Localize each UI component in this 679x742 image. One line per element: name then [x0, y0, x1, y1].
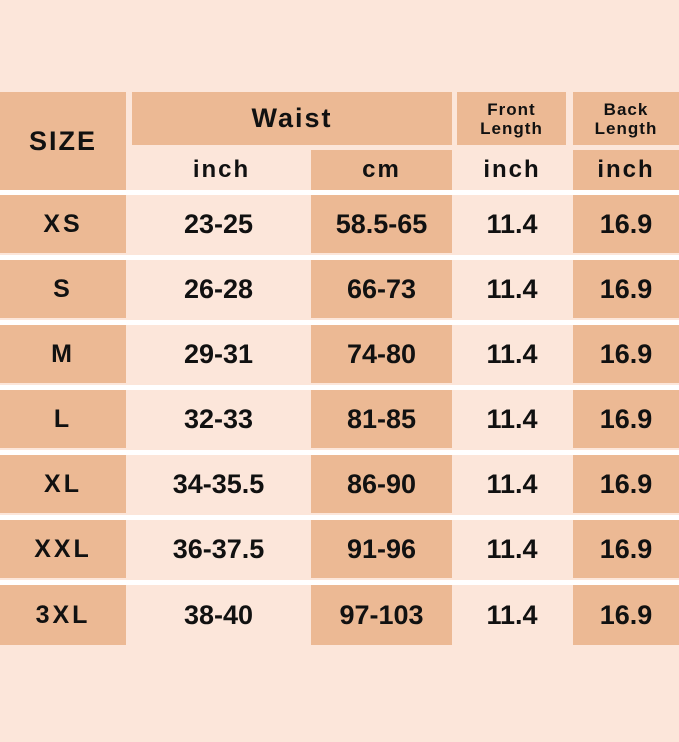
cell-front: 11.4 [452, 260, 572, 318]
cell-size: L [0, 390, 126, 448]
cell-size: 3XL [0, 585, 126, 645]
cell-front: 11.4 [452, 520, 572, 578]
cell-cm: 97-103 [311, 585, 452, 645]
cell-inch: 29-31 [126, 325, 311, 383]
header-front-unit: inch [452, 150, 572, 190]
cell-size: M [0, 325, 126, 383]
cell-back: 16.9 [573, 195, 679, 253]
header-waist-inch: inch [132, 150, 311, 190]
row-divider [0, 255, 679, 260]
row-divider [0, 450, 679, 455]
header-waist-cm: cm [311, 150, 452, 190]
row-divider [0, 580, 679, 585]
cell-back: 16.9 [573, 520, 679, 578]
header-size: SIZE [0, 92, 126, 190]
cell-back: 16.9 [573, 260, 679, 318]
cell-size: XL [0, 455, 126, 513]
row-divider [0, 515, 679, 520]
header-waist: Waist [132, 92, 452, 145]
cell-front: 11.4 [452, 195, 572, 253]
cell-inch: 34-35.5 [126, 455, 311, 513]
cell-front: 11.4 [452, 390, 572, 448]
cell-size: S [0, 260, 126, 318]
cell-inch: 38-40 [126, 585, 311, 645]
cell-cm: 58.5-65 [311, 195, 452, 253]
row-divider [0, 320, 679, 325]
header-back-unit: inch [573, 150, 679, 190]
cell-front: 11.4 [452, 585, 572, 645]
row-divider [0, 385, 679, 390]
cell-cm: 81-85 [311, 390, 452, 448]
row-divider [0, 190, 679, 195]
cell-inch: 32-33 [126, 390, 311, 448]
cell-back: 16.9 [573, 390, 679, 448]
cell-front: 11.4 [452, 455, 572, 513]
cell-inch: 23-25 [126, 195, 311, 253]
cell-inch: 26-28 [126, 260, 311, 318]
header-front-length: Front Length [457, 92, 566, 145]
cell-back: 16.9 [573, 585, 679, 645]
cell-cm: 86-90 [311, 455, 452, 513]
cell-cm: 74-80 [311, 325, 452, 383]
cell-inch: 36-37.5 [126, 520, 311, 578]
cell-back: 16.9 [573, 455, 679, 513]
cell-cm: 91-96 [311, 520, 452, 578]
header-back-length: Back Length [573, 92, 679, 145]
cell-size: XS [0, 195, 126, 253]
cell-back: 16.9 [573, 325, 679, 383]
cell-front: 11.4 [452, 325, 572, 383]
cell-cm: 66-73 [311, 260, 452, 318]
cell-size: XXL [0, 520, 126, 578]
